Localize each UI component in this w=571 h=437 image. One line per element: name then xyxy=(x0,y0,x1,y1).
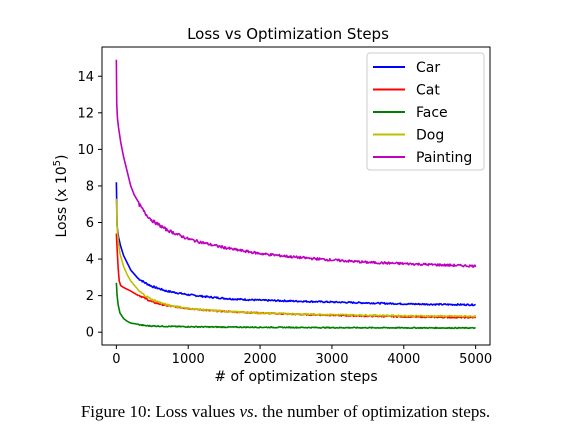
plot-frame xyxy=(101,46,491,346)
x-axis: 0 1000 2000 3000 4000 5000 xyxy=(112,345,492,367)
legend-label-car: Car xyxy=(416,60,440,76)
legend-label-dog: Dog xyxy=(416,128,444,144)
y-tick-label: 6 xyxy=(86,216,94,231)
plot-lines xyxy=(115,59,477,330)
x-tick-label: 4000 xyxy=(387,352,420,367)
legend-label-face: Face xyxy=(416,105,448,121)
x-tick-label: 0 xyxy=(112,352,120,367)
y-tick-label: 10 xyxy=(77,143,94,158)
series-line-car xyxy=(115,182,476,307)
caption-emphasis: vs xyxy=(239,402,254,421)
legend-label-painting: Painting xyxy=(416,150,472,166)
series-line-painting xyxy=(115,59,477,268)
caption-text-after: . the number of optimization steps. xyxy=(253,402,491,421)
caption-text-before: Loss values xyxy=(155,402,236,421)
x-tick-label: 1000 xyxy=(172,352,205,367)
series-line-face xyxy=(115,282,476,330)
loss-chart: Loss vs Optimization Steps 0 1000 2000 3000… xyxy=(52,25,492,385)
y-tick-label: 2 xyxy=(86,289,94,304)
y-tick-label: 14 xyxy=(77,70,94,85)
figure-caption: Figure 10: Loss values vs. the number of… xyxy=(0,402,571,422)
x-tick-label: 2000 xyxy=(244,352,277,367)
x-tick-label: 5000 xyxy=(459,352,492,367)
x-axis-label: # of optimization steps xyxy=(214,369,377,385)
y-axis: 0 2 4 6 8 10 12 14 xyxy=(77,70,102,341)
y-tick-label: 12 xyxy=(77,106,94,121)
y-tick-label: 8 xyxy=(86,179,94,194)
chart-title: Loss vs Optimization Steps xyxy=(187,25,389,43)
y-axis-label: Loss (x 105) xyxy=(52,154,70,237)
x-tick-label: 3000 xyxy=(315,352,348,367)
y-tick-label: 4 xyxy=(86,253,94,268)
legend-box xyxy=(366,52,485,171)
caption-label: Figure 10: xyxy=(80,402,152,421)
series-line-dog xyxy=(115,198,477,318)
legend-label-cat: Cat xyxy=(416,83,440,99)
legend: Car Cat Face Dog Painting xyxy=(366,52,485,171)
y-tick-label: 0 xyxy=(86,326,94,341)
